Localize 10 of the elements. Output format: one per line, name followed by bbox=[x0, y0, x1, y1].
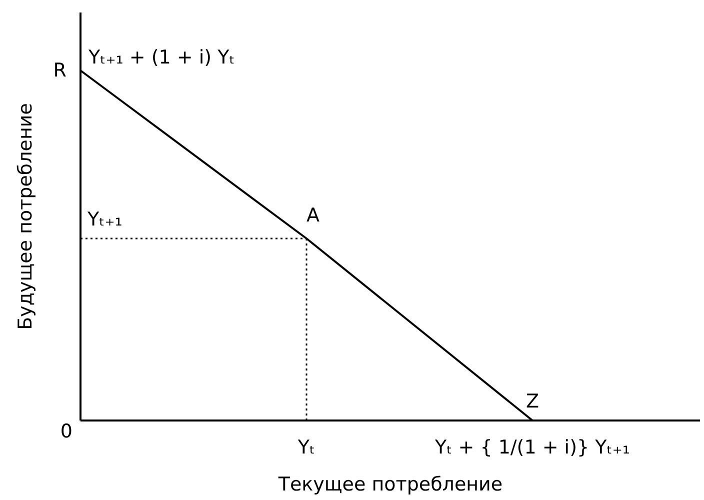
text: 0 bbox=[60, 420, 73, 442]
text: Yₜ₊₁ + (1 + i) Yₜ bbox=[88, 46, 235, 68]
x-tick-label: Yₜ bbox=[296, 436, 316, 458]
annotation: A bbox=[306, 204, 320, 226]
annotation: Yₜ₊₁ bbox=[86, 208, 122, 230]
x-tick-label: Yₜ + { 1/(1 + i)} Yₜ₊₁ bbox=[434, 436, 630, 458]
x-axis-title: Текущее потребление bbox=[277, 474, 503, 496]
text: R bbox=[53, 60, 66, 82]
annotation: Z bbox=[526, 390, 540, 412]
y-axis-title: Будущее потребление bbox=[14, 103, 36, 330]
